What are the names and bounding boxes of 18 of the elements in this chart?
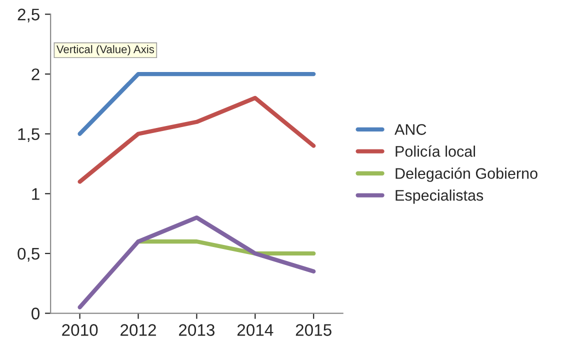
y-tick-label: 0 bbox=[32, 308, 40, 320]
y-tick-label: 2 bbox=[32, 68, 40, 80]
legend-label: Especialistas bbox=[396, 190, 484, 204]
x-tick-label: 2014 bbox=[237, 324, 274, 336]
x-tick-label: 2012 bbox=[120, 324, 156, 336]
y-tick-label: 1,5 bbox=[18, 128, 40, 142]
x-tick-label: 2010 bbox=[62, 324, 98, 336]
line-series bbox=[78, 96, 316, 184]
x-tick-label: 2015 bbox=[296, 324, 332, 336]
x-tick-label: 2013 bbox=[179, 324, 215, 336]
y-tick-label: 2,5 bbox=[18, 8, 40, 22]
line-series bbox=[78, 216, 316, 310]
legend-label: Delegación Gobierno bbox=[396, 167, 538, 182]
legend-label: ANC bbox=[394, 124, 426, 135]
y-tick-label: 1 bbox=[32, 188, 40, 200]
annotation: Vertical (Value) Axis bbox=[56, 45, 154, 56]
legend-label: Policía local bbox=[396, 145, 475, 157]
y-tick-label: 0,5 bbox=[18, 248, 40, 262]
